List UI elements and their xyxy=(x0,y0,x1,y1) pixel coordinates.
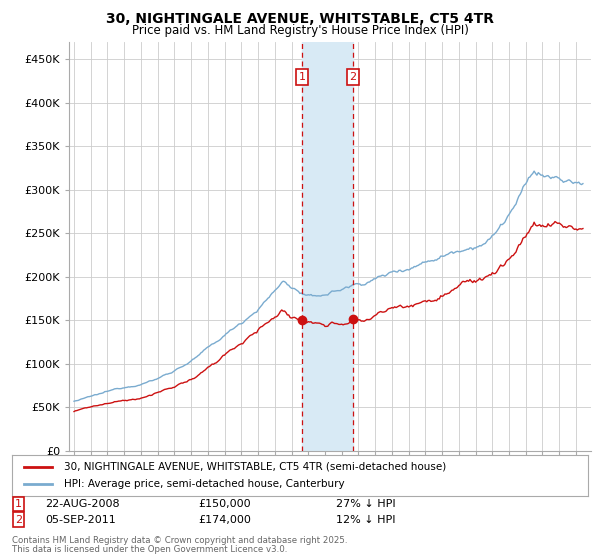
Text: Contains HM Land Registry data © Crown copyright and database right 2025.: Contains HM Land Registry data © Crown c… xyxy=(12,536,347,545)
Text: HPI: Average price, semi-detached house, Canterbury: HPI: Average price, semi-detached house,… xyxy=(64,479,344,489)
Text: 12% ↓ HPI: 12% ↓ HPI xyxy=(336,515,395,525)
Text: This data is licensed under the Open Government Licence v3.0.: This data is licensed under the Open Gov… xyxy=(12,545,287,554)
Text: 30, NIGHTINGALE AVENUE, WHITSTABLE, CT5 4TR (semi-detached house): 30, NIGHTINGALE AVENUE, WHITSTABLE, CT5 … xyxy=(64,461,446,472)
Text: 1: 1 xyxy=(15,499,22,509)
Text: 2: 2 xyxy=(15,515,22,525)
Text: 30, NIGHTINGALE AVENUE, WHITSTABLE, CT5 4TR: 30, NIGHTINGALE AVENUE, WHITSTABLE, CT5 … xyxy=(106,12,494,26)
Text: 2: 2 xyxy=(349,72,356,82)
Text: 05-SEP-2011: 05-SEP-2011 xyxy=(45,515,116,525)
Text: 22-AUG-2008: 22-AUG-2008 xyxy=(45,499,119,509)
Text: £150,000: £150,000 xyxy=(198,499,251,509)
Text: £174,000: £174,000 xyxy=(198,515,251,525)
Bar xyxy=(302,42,353,451)
Text: Price paid vs. HM Land Registry's House Price Index (HPI): Price paid vs. HM Land Registry's House … xyxy=(131,24,469,36)
Text: 27% ↓ HPI: 27% ↓ HPI xyxy=(336,499,395,509)
Text: 1: 1 xyxy=(298,72,305,82)
